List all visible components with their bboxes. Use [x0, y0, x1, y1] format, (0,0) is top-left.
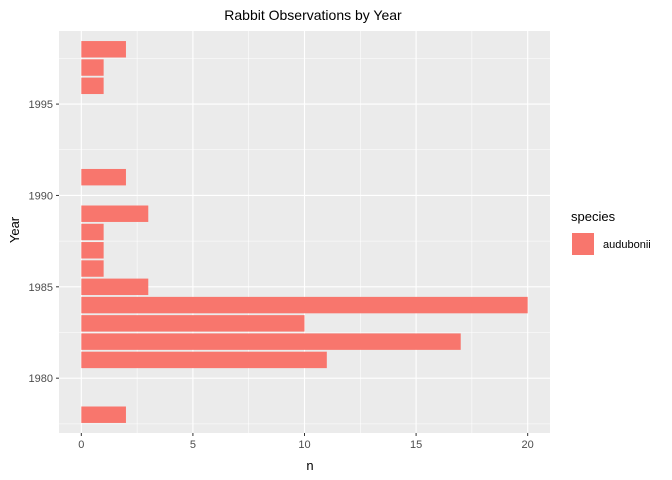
legend-label-audubonii: audubonii: [603, 239, 651, 251]
legend: species audubonii: [571, 209, 651, 255]
x-tick-label: 10: [298, 439, 310, 451]
bar-1989: [81, 205, 149, 222]
bar-1985: [81, 278, 149, 296]
bar-1997: [81, 59, 104, 76]
bar-1991: [81, 168, 126, 186]
bar-1984: [81, 296, 528, 314]
y-tick-label: 1995: [29, 99, 53, 111]
bar-1978: [81, 406, 126, 423]
bar-1983: [81, 315, 305, 332]
bars: [81, 41, 528, 423]
x-tick-label: 15: [410, 439, 422, 451]
y-tick-label: 1990: [29, 190, 53, 202]
legend-title: species: [571, 209, 616, 224]
x-axis-ticks: 0 5 10 15 20: [78, 433, 534, 451]
y-axis-label: Year: [7, 216, 22, 243]
y-axis-ticks: 1980 1985 1990 1995: [29, 99, 59, 385]
x-axis-label: n: [306, 458, 313, 473]
bar-1996: [81, 77, 104, 95]
bar-1986: [81, 260, 104, 277]
bar-1987: [81, 242, 104, 259]
bar-1982: [81, 333, 461, 350]
y-tick-label: 1980: [29, 373, 53, 385]
x-tick-label: 0: [78, 439, 84, 451]
x-tick-label: 20: [522, 439, 534, 451]
x-tick-label: 5: [190, 439, 196, 451]
bar-1981: [81, 351, 327, 369]
legend-key-audubonii: [572, 233, 594, 255]
bar-1998: [81, 41, 126, 58]
y-tick-label: 1985: [29, 282, 53, 294]
bar-1988: [81, 223, 104, 241]
chart-title: Rabbit Observations by Year: [224, 7, 402, 23]
